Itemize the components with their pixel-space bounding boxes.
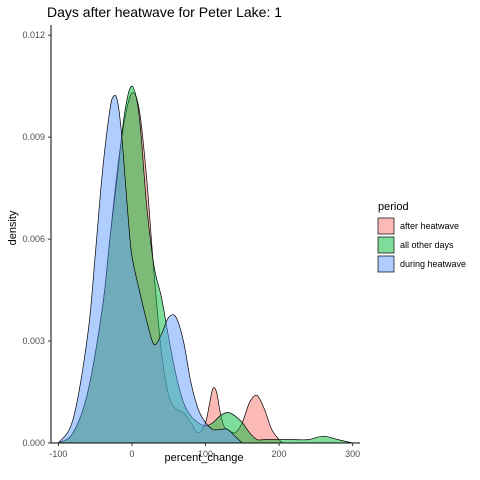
y-tick-label: 0.000 [22,438,45,448]
y-tick-label: 0.009 [22,132,45,142]
x-tick-label: 300 [345,449,360,459]
x-tick-label: 0 [129,449,134,459]
legend-title: period [378,201,409,213]
y-tick-label: 0.012 [22,30,45,40]
legend-key-all-other-days [377,236,395,254]
x-axis-title: percent_change [165,452,244,464]
legend-label: during heatwave [400,259,466,269]
x-tick-label: 100 [198,449,213,459]
y-tick-label: 0.003 [22,336,45,346]
chart-title: Days after heatwave for Peter Lake: 1 [47,4,282,20]
legend-label: after heatwave [400,221,459,231]
x-tick-label: 200 [272,449,287,459]
x-tick-label: -100 [49,449,67,459]
density-area-during-heatwave [57,95,244,444]
legend-label: all other days [400,240,454,250]
legend-key-after-heatwave [377,217,395,235]
y-tick-label: 0.006 [22,234,45,244]
y-axis-title: density [7,210,19,245]
plot-area [57,85,353,444]
legend-key-during-heatwave [377,255,395,273]
legend: period after heatwave all other days durin… [377,201,466,273]
axes: 0.000 0.003 0.006 0.009 0.012 -100 0 100 200 300 [22,25,360,459]
